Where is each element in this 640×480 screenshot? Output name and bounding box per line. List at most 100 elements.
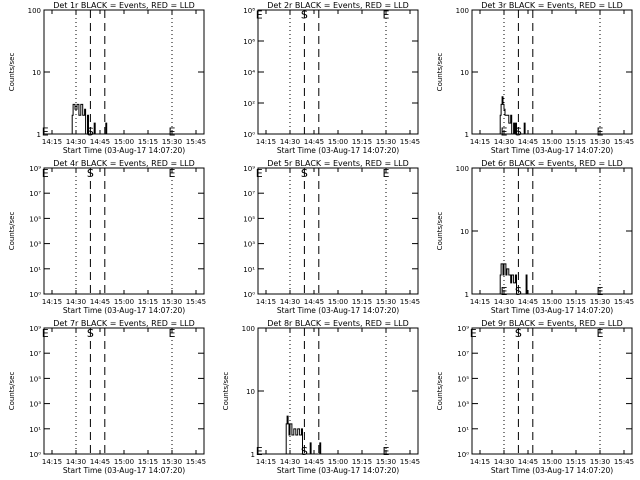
x-axis-title: Start Time (03-Aug-17 14:07:20) bbox=[491, 306, 613, 315]
y-tick-label: 10⁵ bbox=[29, 215, 41, 223]
plot-frame bbox=[43, 167, 205, 295]
y-axis-title: Counts/sec bbox=[436, 372, 444, 411]
x-tick-label: 15:00 bbox=[542, 458, 562, 466]
y-axis-title: Counts/sec bbox=[8, 212, 16, 251]
x-tick-label: 14:30 bbox=[66, 138, 86, 146]
x-tick-label: 14:30 bbox=[66, 458, 86, 466]
x-tick-label: 15:15 bbox=[566, 458, 586, 466]
x-tick-label: 15:00 bbox=[328, 298, 348, 306]
x-tick-label: 14:15 bbox=[42, 138, 62, 146]
y-tick-label: 10 bbox=[460, 69, 469, 77]
x-tick-label: 14:15 bbox=[470, 298, 490, 306]
chart-panel: Det 1r BLACK = Events, RED = LLD 14:15 14:… bbox=[8, 1, 206, 155]
chart-title: Det 7r BLACK = Events, RED = LLD bbox=[53, 319, 195, 328]
x-tick-label: 15:00 bbox=[328, 458, 348, 466]
x-axis-title: Start Time (03-Aug-17 14:07:20) bbox=[63, 306, 185, 315]
marker-label: E bbox=[383, 9, 390, 22]
y-axis-title: Counts/sec bbox=[436, 53, 444, 92]
y-tick-label: 10⁵ bbox=[29, 375, 41, 383]
marker-label: E bbox=[256, 9, 263, 22]
y-tick-label: 10⁷ bbox=[29, 350, 41, 358]
chart-panel: Det 3r BLACK = Events, RED = LLD 14:15 14:… bbox=[436, 1, 634, 155]
y-tick-label: 100 bbox=[456, 165, 469, 173]
y-axis-title: Counts/sec bbox=[8, 372, 16, 411]
marker-label: S bbox=[301, 9, 308, 22]
y-tick-label: 10⁴ bbox=[243, 69, 255, 77]
chart-title: Det 1r BLACK = Events, RED = LLD bbox=[53, 1, 195, 10]
marker-label: S bbox=[515, 327, 522, 340]
marker-label: E bbox=[597, 285, 604, 298]
x-axis-title: Start Time (03-Aug-17 14:07:20) bbox=[277, 306, 399, 315]
chart-title: Det 8r BLACK = Events, RED = LLD bbox=[267, 319, 409, 328]
y-tick-label: 1 bbox=[465, 291, 469, 299]
x-axis-title: Start Time (03-Aug-17 14:07:20) bbox=[277, 466, 399, 475]
y-tick-label: 1 bbox=[465, 131, 469, 139]
y-tick-label: 10² bbox=[243, 100, 255, 108]
marker-label: E bbox=[42, 327, 49, 340]
x-tick-label: 15:00 bbox=[542, 138, 562, 146]
marker-label: E bbox=[383, 167, 390, 180]
x-tick-label: 14:30 bbox=[280, 138, 300, 146]
x-tick-label: 15:15 bbox=[566, 138, 586, 146]
y-tick-label: 10¹ bbox=[29, 426, 41, 434]
y-tick-label: 10⁹ bbox=[29, 325, 41, 333]
x-tick-label: 14:30 bbox=[494, 458, 514, 466]
plot-frame bbox=[43, 327, 205, 455]
x-tick-label: 14:15 bbox=[42, 458, 62, 466]
marker-label: E bbox=[169, 167, 176, 180]
x-tick-label: 14:45 bbox=[304, 458, 324, 466]
x-tick-label: 15:30 bbox=[162, 458, 182, 466]
y-tick-label: 10 bbox=[246, 388, 255, 396]
x-axis-title: Start Time (03-Aug-17 14:07:20) bbox=[277, 146, 399, 155]
x-tick-label: 14:30 bbox=[494, 298, 514, 306]
x-tick-label: 15:45 bbox=[614, 298, 634, 306]
x-tick-label: 14:45 bbox=[90, 298, 110, 306]
chart-panel: Det 8r BLACK = Events, RED = LLD 14:15 14:… bbox=[222, 319, 420, 475]
x-tick-label: 15:45 bbox=[186, 298, 206, 306]
data-series-line bbox=[71, 103, 108, 135]
x-axis-title: Start Time (03-Aug-17 14:07:20) bbox=[63, 466, 185, 475]
y-tick-label: 10 bbox=[32, 69, 41, 77]
chart-panel: Det 9r BLACK = Events, RED = LLD 14:15 14:… bbox=[436, 319, 634, 475]
y-tick-label: 10 bbox=[460, 228, 469, 236]
y-tick-label: 100 bbox=[456, 7, 469, 15]
y-tick-label: 10⁹ bbox=[457, 325, 469, 333]
x-tick-label: 15:30 bbox=[376, 138, 396, 146]
plot-frame bbox=[257, 167, 419, 295]
x-tick-label: 14:45 bbox=[518, 138, 538, 146]
marker-label: E bbox=[383, 445, 390, 458]
marker-label: E bbox=[169, 125, 176, 138]
chart-title: Det 3r BLACK = Events, RED = LLD bbox=[481, 1, 623, 10]
chart-title: Det 6r BLACK = Events, RED = LLD bbox=[481, 159, 623, 168]
y-tick-label: 100 bbox=[28, 7, 41, 15]
marker-label: E bbox=[501, 285, 508, 298]
y-tick-label: 10¹ bbox=[457, 426, 469, 434]
x-tick-label: 14:45 bbox=[304, 138, 324, 146]
x-tick-label: 15:30 bbox=[590, 138, 610, 146]
x-tick-label: 15:45 bbox=[614, 458, 634, 466]
x-tick-label: 14:45 bbox=[304, 298, 324, 306]
data-series-line bbox=[499, 263, 528, 295]
marker-label: S bbox=[515, 285, 522, 298]
plot-frame bbox=[471, 167, 633, 295]
x-tick-label: 14:15 bbox=[256, 298, 276, 306]
x-tick-label: 14:15 bbox=[42, 298, 62, 306]
y-tick-label: 10⁵ bbox=[243, 215, 255, 223]
y-tick-label: 10³ bbox=[457, 401, 469, 409]
x-tick-label: 15:00 bbox=[542, 298, 562, 306]
x-tick-label: 15:30 bbox=[162, 138, 182, 146]
chart-title: Det 2r BLACK = Events, RED = LLD bbox=[267, 1, 409, 10]
plot-frame bbox=[471, 327, 633, 455]
x-tick-label: 15:30 bbox=[376, 298, 396, 306]
marker-label: E bbox=[169, 327, 176, 340]
x-tick-label: 14:15 bbox=[256, 138, 276, 146]
y-tick-label: 10⁷ bbox=[457, 350, 469, 358]
marker-label: E bbox=[597, 327, 604, 340]
y-tick-label: 10³ bbox=[29, 401, 41, 409]
x-tick-label: 15:45 bbox=[400, 298, 420, 306]
y-axis-title: Counts/sec bbox=[222, 372, 230, 411]
marker-label: S bbox=[301, 167, 308, 180]
y-tick-label: 10⁹ bbox=[29, 165, 41, 173]
data-series-line bbox=[499, 96, 526, 135]
